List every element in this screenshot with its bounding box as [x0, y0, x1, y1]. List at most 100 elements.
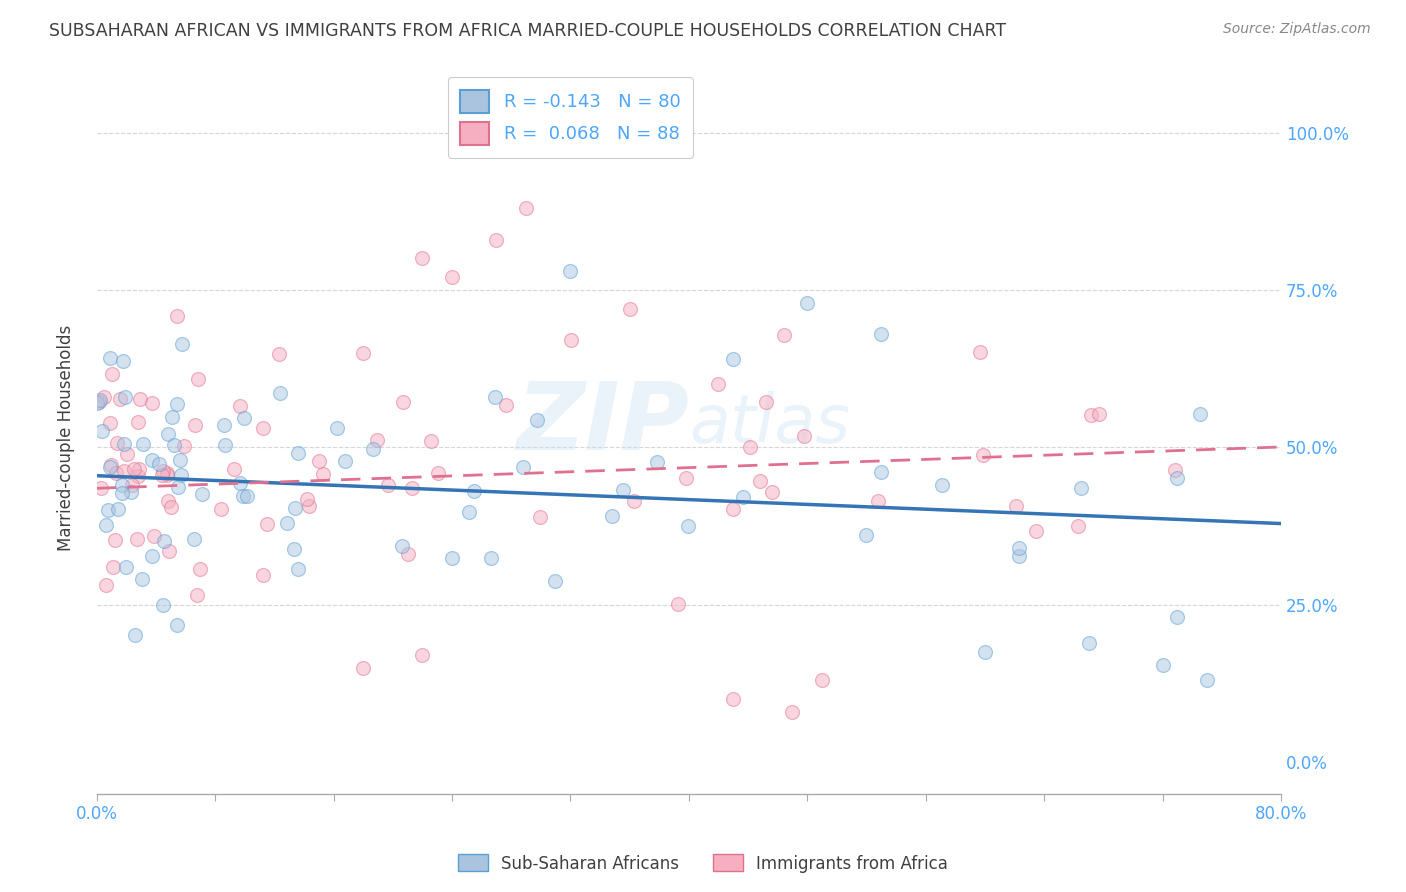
Point: [276, 516, 298, 530]
Point: [793, 429, 815, 443]
Point: [1195, 673, 1218, 688]
Point: [87, 394, 110, 409]
Point: [479, 551, 502, 566]
Text: ZIP: ZIP: [516, 377, 689, 470]
Point: [560, 264, 582, 278]
Point: [157, 544, 180, 558]
Point: [723, 352, 745, 367]
Point: [98, 417, 121, 431]
Point: [169, 453, 191, 467]
Point: [142, 529, 165, 543]
Y-axis label: Married-couple Households: Married-couple Households: [58, 325, 75, 551]
Point: [236, 489, 259, 503]
Point: [157, 494, 180, 508]
Point: [868, 493, 890, 508]
Point: [167, 480, 190, 494]
Point: [156, 466, 179, 480]
Point: [128, 392, 150, 406]
Point: [526, 413, 548, 427]
Point: [731, 490, 754, 504]
Point: [96, 518, 118, 533]
Point: [148, 457, 170, 471]
Point: [676, 519, 699, 533]
Point: [187, 371, 209, 385]
Point: [94, 578, 117, 592]
Point: [170, 467, 193, 482]
Point: [284, 501, 307, 516]
Point: [427, 467, 450, 481]
Point: [183, 532, 205, 546]
Point: [1070, 481, 1092, 495]
Point: [212, 418, 235, 433]
Point: [91, 424, 114, 438]
Point: [411, 252, 433, 266]
Point: [156, 426, 179, 441]
Point: [112, 354, 135, 368]
Point: [391, 539, 413, 553]
Point: [232, 490, 254, 504]
Text: atlas: atlas: [689, 391, 851, 457]
Point: [411, 648, 433, 662]
Point: [623, 493, 645, 508]
Point: [1087, 407, 1109, 421]
Point: [115, 447, 138, 461]
Point: [160, 500, 183, 515]
Point: [173, 439, 195, 453]
Point: [104, 533, 127, 547]
Point: [544, 574, 567, 588]
Point: [170, 337, 193, 351]
Point: [127, 533, 149, 547]
Point: [252, 421, 274, 435]
Point: [457, 504, 479, 518]
Point: [1152, 657, 1174, 672]
Point: [855, 528, 877, 542]
Point: [333, 454, 356, 468]
Point: [121, 477, 143, 491]
Point: [1166, 471, 1188, 485]
Point: [600, 509, 623, 524]
Point: [352, 661, 374, 675]
Point: [463, 484, 485, 499]
Point: [495, 398, 517, 412]
Point: [773, 327, 796, 342]
Point: [120, 485, 142, 500]
Point: [312, 467, 335, 482]
Point: [110, 478, 132, 492]
Point: [114, 390, 136, 404]
Point: [1189, 407, 1212, 421]
Point: [188, 562, 211, 576]
Point: [160, 410, 183, 425]
Point: [229, 476, 252, 491]
Point: [184, 417, 207, 432]
Point: [115, 559, 138, 574]
Point: [163, 438, 186, 452]
Point: [252, 567, 274, 582]
Point: [111, 485, 134, 500]
Point: [529, 510, 551, 524]
Point: [441, 550, 464, 565]
Point: [440, 270, 463, 285]
Point: [105, 466, 128, 480]
Point: [361, 442, 384, 456]
Point: [86, 396, 108, 410]
Point: [132, 436, 155, 450]
Point: [401, 481, 423, 495]
Point: [287, 446, 309, 460]
Point: [419, 434, 441, 449]
Point: [969, 345, 991, 359]
Point: [326, 421, 349, 435]
Point: [377, 478, 399, 492]
Point: [782, 705, 804, 719]
Point: [749, 474, 772, 488]
Point: [186, 588, 208, 602]
Point: [396, 547, 419, 561]
Point: [972, 448, 994, 462]
Point: [131, 572, 153, 586]
Point: [141, 452, 163, 467]
Point: [256, 517, 278, 532]
Point: [1067, 518, 1090, 533]
Point: [124, 628, 146, 642]
Point: [152, 464, 174, 478]
Point: [283, 541, 305, 556]
Point: [560, 334, 582, 348]
